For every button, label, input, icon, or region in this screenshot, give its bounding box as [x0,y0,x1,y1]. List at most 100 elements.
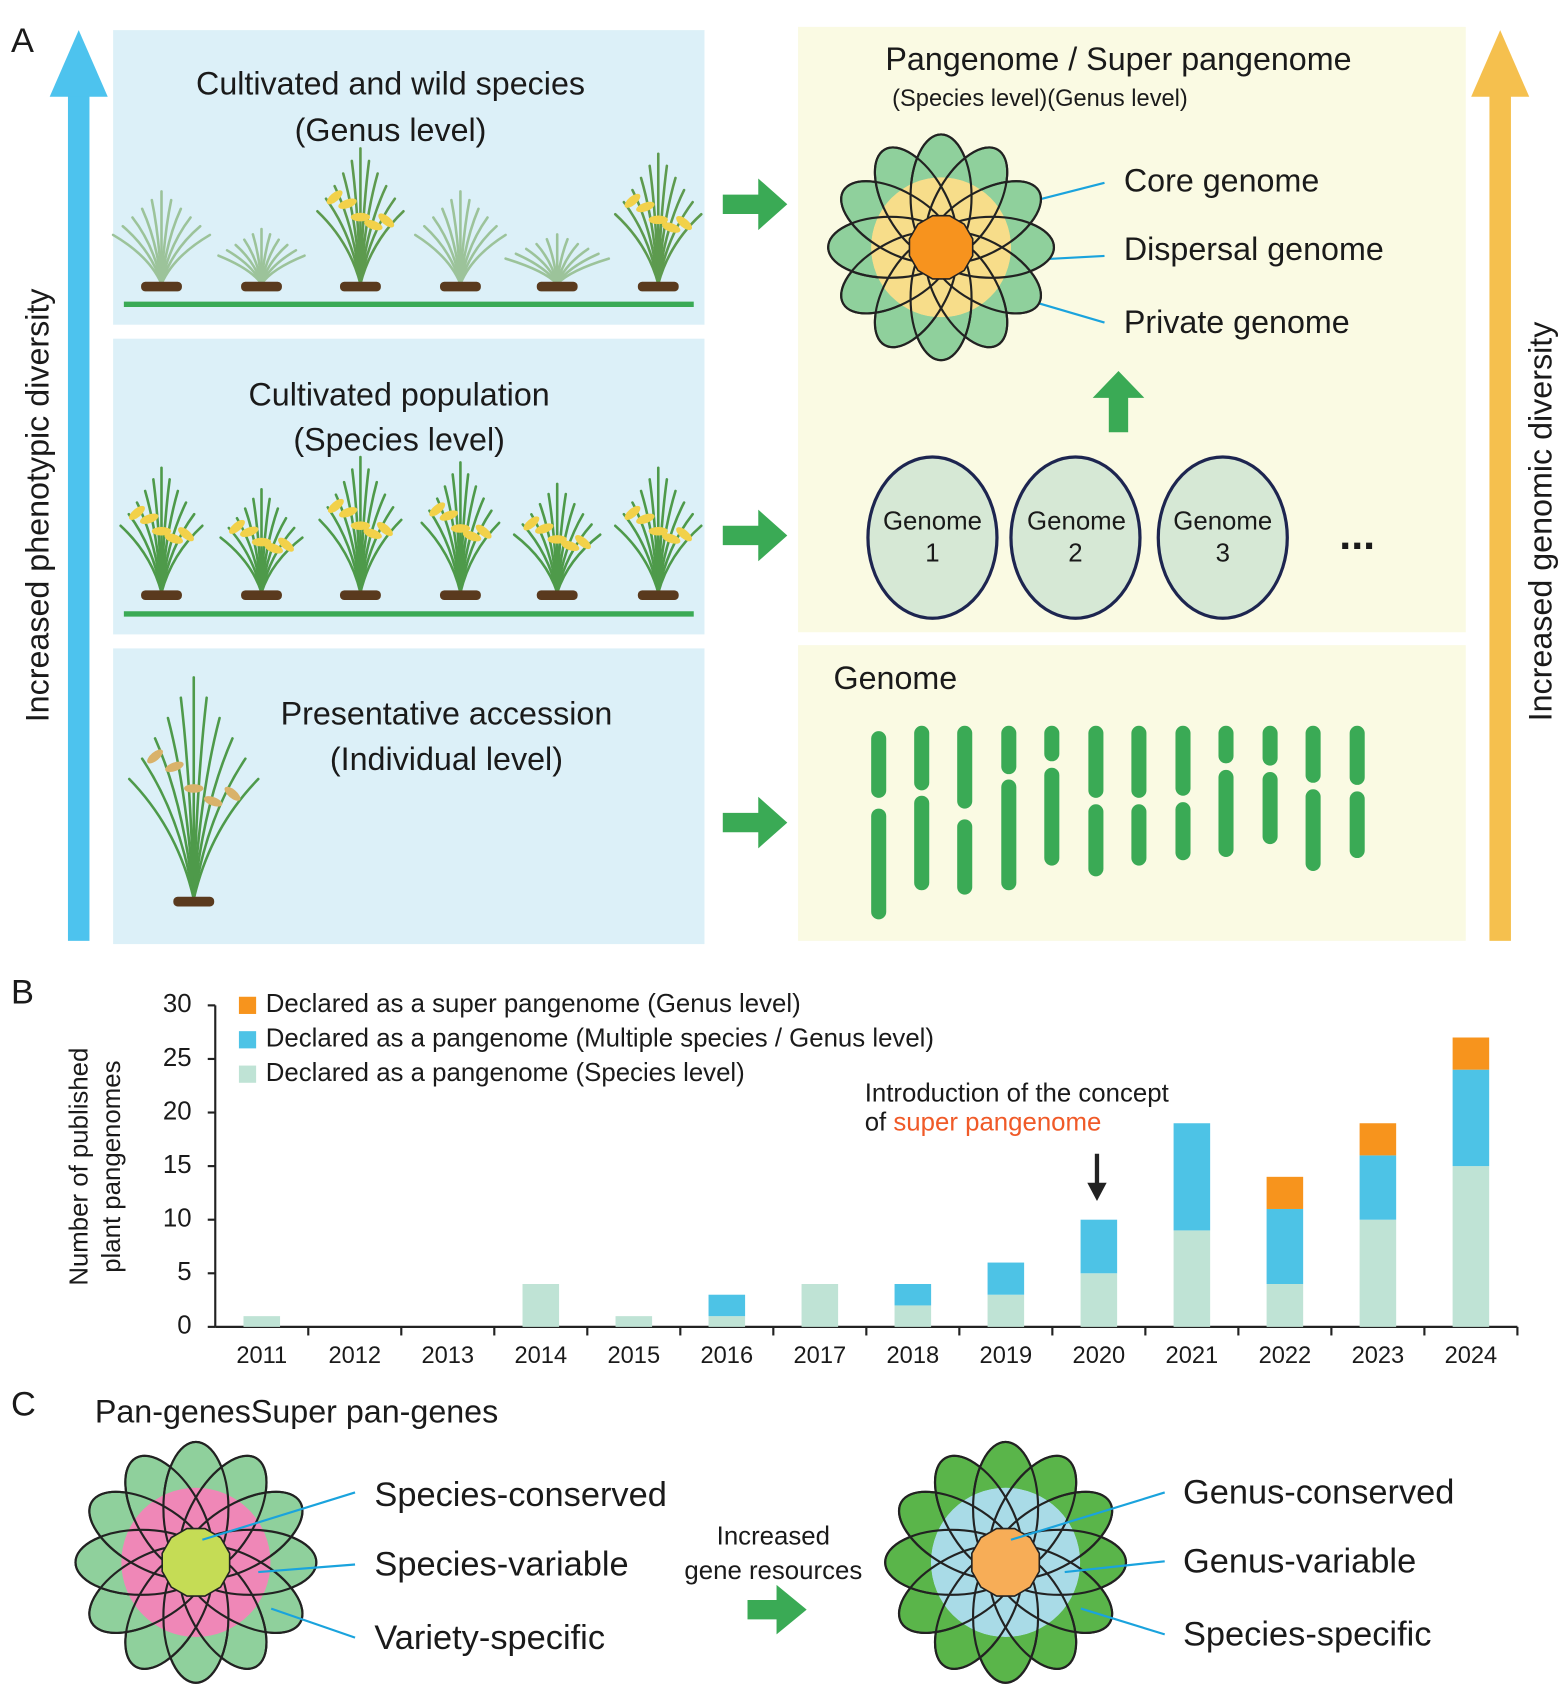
chromosome-arm [1131,725,1147,798]
bar-segment [708,1316,746,1327]
leaf [555,257,611,286]
panicle [240,526,259,538]
panicle [151,526,172,536]
panicle [350,521,371,531]
panicle [327,498,344,513]
leaf [656,524,703,594]
arrow [722,796,788,849]
leader-line [202,1491,356,1541]
y-tick-label: 0 [177,1312,191,1340]
plant [119,466,204,600]
panicle [523,516,540,531]
x-tick-label: 2020 [1073,1343,1126,1369]
leader-line [1010,1491,1166,1541]
chromosome-arm [914,725,930,791]
plant [318,455,403,600]
part-label: Variety-specific [374,1619,605,1657]
bar-segment [615,1316,653,1327]
arrows [722,178,1145,849]
box-label: Presentative accession [281,696,613,732]
panicle [462,530,482,542]
bar-segment [1080,1219,1118,1274]
soil [339,590,381,600]
plant [217,227,306,292]
leaf [359,518,403,594]
chromosome-arm [1305,725,1321,783]
bar-segment [987,1294,1025,1327]
chromosome-arm [1218,769,1234,857]
bar-segment [1359,1123,1397,1156]
x-tick-label: 2014 [515,1343,568,1369]
box [113,338,705,635]
x-tick-label: 2011 [236,1343,287,1369]
x-tick-label: 2013 [421,1343,474,1369]
y-tick-label: 30 [163,990,192,1018]
panicle [203,796,223,807]
middle-label: Increased [717,1522,830,1550]
x-tick-label: 2012 [328,1343,381,1369]
plant [504,233,611,292]
chromosome-arm [1001,725,1017,775]
chromosome-arm [914,795,930,891]
annotation-arrow [1087,1182,1107,1202]
soil [241,590,282,600]
panicle [575,535,591,550]
panicle [624,193,641,208]
chromosome-arm [1175,802,1191,861]
flowers [74,133,1128,1684]
legend-swatch [238,996,257,1014]
part-label: Genus-conserved [1183,1474,1454,1512]
arrow [722,178,788,231]
leaf [160,524,204,594]
chromosome-arm [1044,725,1060,762]
panicle [229,519,245,534]
plant [219,487,304,600]
panicle [264,543,283,554]
panicle [364,219,383,231]
bar-segment [1359,1155,1397,1220]
bar-segment [1452,1069,1490,1167]
arrow [722,509,788,562]
leaf [359,209,405,286]
panicle [350,212,371,222]
part-label: Species-specific [1183,1616,1431,1654]
legend-swatch [238,1065,257,1083]
soil [339,281,381,292]
flower-center [908,214,974,280]
panicle [439,510,459,521]
arrow [747,1584,807,1635]
x-tick-label: 2023 [1352,1343,1405,1369]
bar-segment [708,1294,746,1317]
plants [111,147,703,907]
part-label: Private genome [1124,304,1350,340]
chromosome-arm [1262,725,1278,766]
panel-title: Pan-genesSuper pan-genes [95,1393,498,1429]
chromosome-arm [1218,725,1234,764]
bar-segment [1266,1176,1304,1209]
soil [141,281,182,292]
panicle [661,533,681,544]
y-axis-label: Number of published [66,1048,94,1286]
soil [536,281,578,292]
part-label: Dispersal genome [1124,231,1384,267]
bar-segment [987,1262,1025,1295]
chromosome-arm [1305,789,1321,871]
middle-label: gene resources [684,1557,862,1585]
box-label: Cultivated population [249,376,550,412]
flower [884,1440,1128,1684]
genome-ovals [866,455,1289,620]
soil [241,281,282,292]
pangenome-subtitle: (Species level)(Genus level) [892,86,1188,112]
part-label: Core genome [1124,162,1319,198]
soil [637,590,679,600]
panicle [636,201,655,213]
genome-number: 3 [1216,540,1230,568]
panicle [338,198,357,209]
plant [111,190,212,292]
leader-line [270,1607,356,1639]
legend-label: Declared as a pangenome (Multiple specie… [266,1025,934,1053]
arrow [1471,30,1530,97]
soil [439,590,481,600]
part-label: Genus-variable [1183,1543,1416,1581]
leaf [555,533,602,594]
